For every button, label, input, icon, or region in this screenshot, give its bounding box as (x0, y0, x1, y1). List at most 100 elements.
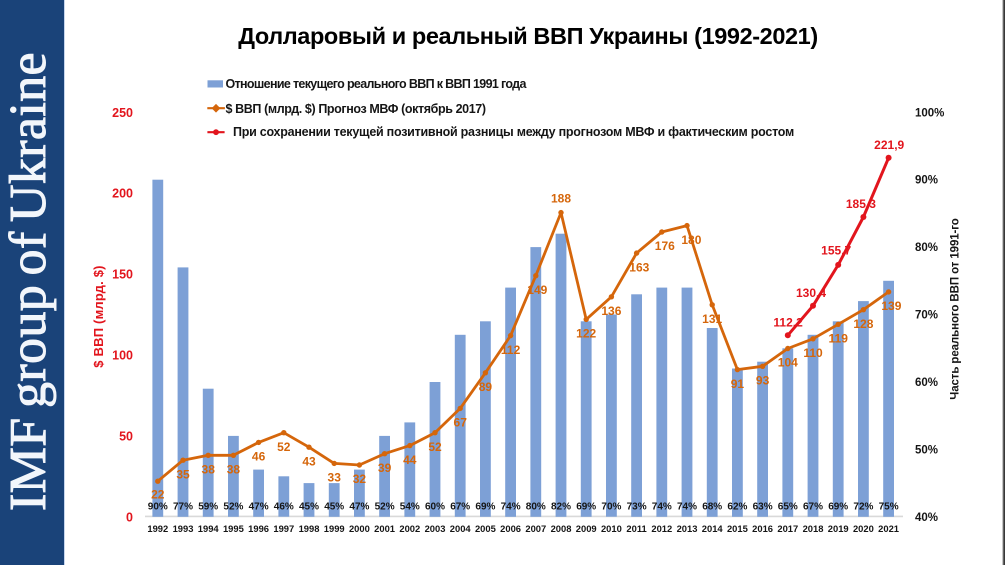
svg-text:45%: 45% (299, 501, 319, 512)
svg-text:2018: 2018 (803, 523, 824, 534)
svg-text:22: 22 (151, 488, 165, 502)
svg-text:104: 104 (778, 356, 798, 370)
svg-text:112: 112 (501, 343, 521, 357)
svg-text:2007: 2007 (525, 523, 546, 534)
svg-text:46%: 46% (274, 501, 294, 512)
svg-text:45%: 45% (324, 501, 344, 512)
svg-text:100: 100 (112, 349, 133, 363)
svg-text:74%: 74% (677, 501, 697, 512)
svg-text:188: 188 (551, 192, 571, 206)
svg-text:2008: 2008 (551, 523, 572, 534)
svg-text:89: 89 (479, 380, 493, 394)
svg-text:73%: 73% (627, 501, 647, 512)
svg-text:110: 110 (803, 346, 823, 360)
svg-text:33: 33 (328, 471, 342, 485)
svg-text:74%: 74% (652, 501, 672, 512)
svg-text:1994: 1994 (198, 523, 220, 534)
svg-text:185,3: 185,3 (846, 197, 876, 211)
svg-text:1992: 1992 (147, 523, 168, 534)
svg-text:90%: 90% (148, 501, 168, 512)
svg-text:62%: 62% (727, 501, 747, 512)
svg-text:75%: 75% (879, 501, 899, 512)
svg-text:50%: 50% (915, 444, 938, 456)
svg-text:65%: 65% (778, 501, 798, 512)
svg-text:Часть реального ВВП от 1991-го: Часть реального ВВП от 1991-го (950, 218, 962, 400)
svg-text:67%: 67% (803, 501, 823, 512)
svg-text:2010: 2010 (601, 523, 622, 534)
svg-text:2000: 2000 (349, 523, 370, 534)
svg-text:0: 0 (126, 510, 133, 524)
svg-text:149: 149 (527, 283, 547, 297)
svg-text:1997: 1997 (273, 523, 294, 534)
svg-text:54%: 54% (400, 501, 420, 512)
svg-text:63%: 63% (753, 501, 773, 512)
svg-text:119: 119 (829, 332, 849, 346)
svg-text:70%: 70% (601, 501, 621, 512)
svg-text:93: 93 (756, 374, 770, 388)
svg-text:38: 38 (227, 463, 241, 477)
svg-text:2020: 2020 (853, 523, 874, 534)
svg-text:32: 32 (353, 472, 367, 486)
svg-text:180: 180 (681, 233, 701, 247)
svg-text:67: 67 (454, 416, 468, 430)
svg-text:70%: 70% (915, 310, 938, 322)
svg-text:2012: 2012 (651, 523, 672, 534)
svg-text:2016: 2016 (752, 523, 773, 534)
svg-text:2017: 2017 (777, 523, 798, 534)
svg-text:59%: 59% (198, 501, 218, 512)
svg-text:44: 44 (403, 453, 417, 467)
svg-text:112,2: 112,2 (773, 316, 803, 330)
svg-text:128: 128 (853, 317, 873, 331)
svg-text:2001: 2001 (374, 523, 395, 534)
svg-text:52%: 52% (375, 501, 395, 512)
svg-text:122: 122 (576, 327, 596, 341)
svg-text:2014: 2014 (702, 523, 724, 534)
svg-text:250: 250 (112, 106, 133, 120)
svg-text:46: 46 (252, 450, 266, 464)
svg-text:136: 136 (601, 304, 621, 318)
svg-text:47%: 47% (349, 501, 369, 512)
svg-text:68%: 68% (702, 501, 722, 512)
svg-text:60%: 60% (915, 377, 938, 389)
svg-text:80%: 80% (526, 501, 546, 512)
svg-text:1998: 1998 (299, 523, 320, 534)
svg-text:52%: 52% (223, 501, 243, 512)
svg-text:69%: 69% (475, 501, 495, 512)
svg-text:163: 163 (629, 260, 649, 274)
svg-text:130,4: 130,4 (796, 286, 826, 300)
svg-text:35: 35 (176, 467, 190, 481)
svg-text:69%: 69% (576, 501, 596, 512)
svg-text:2011: 2011 (626, 523, 646, 534)
svg-text:2015: 2015 (727, 523, 748, 534)
svg-text:90%: 90% (915, 175, 938, 187)
svg-text:1993: 1993 (173, 523, 194, 534)
svg-text:176: 176 (655, 239, 675, 253)
svg-text:2002: 2002 (399, 523, 420, 534)
svg-text:221,9: 221,9 (874, 138, 904, 152)
svg-text:2019: 2019 (828, 523, 849, 534)
svg-text:1996: 1996 (248, 523, 269, 534)
svg-text:155,7: 155,7 (821, 244, 851, 258)
svg-text:82%: 82% (551, 501, 571, 512)
svg-text:39: 39 (378, 461, 392, 475)
svg-text:1999: 1999 (324, 523, 345, 534)
svg-text:38: 38 (202, 463, 216, 477)
svg-text:200: 200 (112, 187, 133, 201)
svg-text:139: 139 (881, 299, 901, 313)
svg-text:100%: 100% (915, 107, 944, 119)
svg-text:52: 52 (277, 440, 291, 454)
svg-text:131: 131 (702, 312, 722, 326)
svg-text:50: 50 (119, 429, 133, 443)
svg-text:150: 150 (112, 268, 133, 282)
svg-text:72%: 72% (853, 501, 873, 512)
svg-text:2021: 2021 (878, 523, 899, 534)
svg-text:1995: 1995 (223, 523, 244, 534)
svg-text:74%: 74% (501, 501, 521, 512)
svg-text:2005: 2005 (475, 523, 496, 534)
svg-text:91: 91 (731, 377, 745, 391)
svg-text:60%: 60% (425, 501, 445, 512)
svg-text:$ ВВП (млрд. $): $ ВВП (млрд. $) (91, 265, 106, 367)
svg-text:69%: 69% (828, 501, 848, 512)
svg-text:2004: 2004 (450, 523, 472, 534)
svg-text:47%: 47% (249, 501, 269, 512)
